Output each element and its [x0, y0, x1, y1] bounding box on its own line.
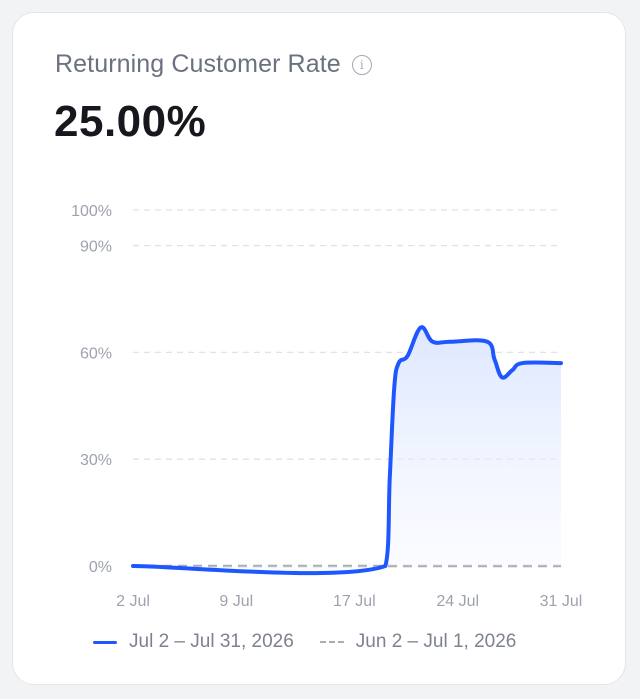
legend-swatch-current — [93, 640, 117, 644]
card-title: Returning Customer Rate — [55, 50, 341, 78]
series-area-current — [133, 327, 561, 574]
y-tick-label-30: 30% — [80, 452, 112, 469]
y-tick-label-100: 100% — [71, 203, 112, 220]
legend-item-previous[interactable]: Jun 2 – Jul 1, 2026 — [319, 631, 517, 653]
legend-label-previous: Jun 2 – Jul 1, 2026 — [355, 631, 517, 652]
legend-label-current: Jul 2 – Jul 31, 2026 — [129, 631, 294, 652]
legend-swatch-previous — [319, 641, 344, 643]
chart-legend: Jul 2 – Jul 31, 2026 Jun 2 – Jul 1, 2026 — [93, 631, 542, 653]
x-tick-label-2: 2 Jul — [116, 593, 150, 610]
y-tick-label-90: 90% — [80, 239, 112, 256]
x-tick-label-24: 24 Jul — [436, 593, 479, 610]
series-line-current — [131, 325, 563, 576]
metric-value: 25.00% — [54, 97, 207, 146]
card-header: Returning Customer Rate i — [55, 50, 372, 79]
info-icon[interactable]: i — [351, 54, 372, 75]
legend-item-current[interactable]: Jul 2 – Jul 31, 2026 — [93, 631, 294, 653]
y-tick-label-60: 60% — [80, 345, 112, 362]
x-tick-label-9: 9 Jul — [219, 593, 253, 610]
x-tick-label-17: 17 Jul — [333, 593, 376, 610]
y-tick-label-0: 0% — [89, 559, 112, 576]
x-tick-label-31: 31 Jul — [540, 593, 583, 610]
